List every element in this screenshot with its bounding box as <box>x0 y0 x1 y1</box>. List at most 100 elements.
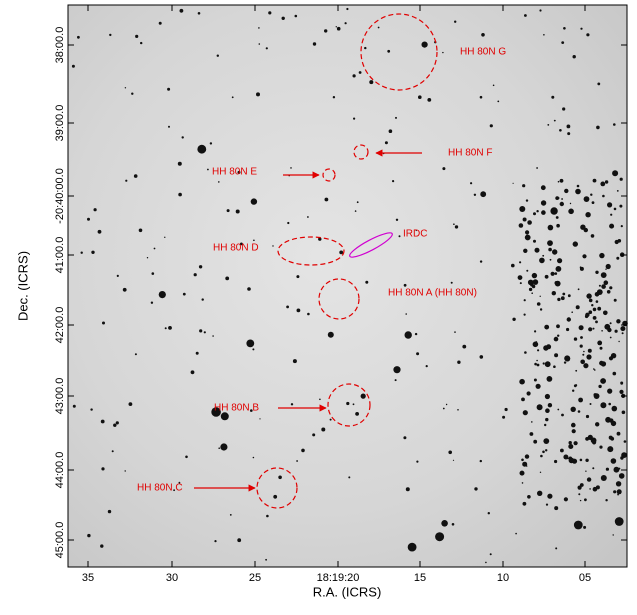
star <box>569 202 572 205</box>
star <box>545 449 548 452</box>
region-label: HH 80N F <box>448 148 492 159</box>
star <box>90 408 93 411</box>
star <box>547 224 554 231</box>
star <box>346 401 350 406</box>
star <box>502 415 506 419</box>
y-tick-label: -20:40:00.0 <box>54 168 66 224</box>
star <box>522 410 528 416</box>
star <box>158 21 162 25</box>
star <box>589 403 592 405</box>
star <box>599 308 601 310</box>
star <box>523 299 526 302</box>
region-outline <box>318 278 360 320</box>
star <box>567 132 571 136</box>
star <box>252 348 255 351</box>
star <box>327 331 334 338</box>
x-tick-label: 15 <box>414 572 426 584</box>
star <box>124 470 126 472</box>
star <box>620 225 623 228</box>
star <box>613 123 616 126</box>
star <box>618 340 620 343</box>
star <box>592 316 597 320</box>
star <box>605 263 611 270</box>
star <box>418 95 422 99</box>
star <box>550 271 555 276</box>
star <box>579 266 584 271</box>
x-tick-label: 18:19:20 <box>317 572 360 584</box>
star <box>138 228 143 233</box>
star <box>522 184 526 188</box>
star <box>607 388 613 394</box>
star <box>229 514 232 516</box>
star <box>531 284 536 289</box>
star <box>572 389 575 392</box>
star <box>292 359 297 364</box>
ticks: 35 30 25 18:19:20 15 10 05 38:00.0 39:00.0 -20:40… <box>54 5 627 584</box>
star <box>256 92 260 97</box>
region-label: IRDC <box>403 229 427 240</box>
x-tick-label: 35 <box>82 572 94 584</box>
star <box>190 370 195 375</box>
star <box>599 252 605 259</box>
star <box>563 361 567 364</box>
star <box>563 27 566 30</box>
star <box>281 16 285 20</box>
star <box>87 533 91 538</box>
star <box>296 308 301 313</box>
star <box>131 92 134 95</box>
star <box>525 234 528 237</box>
star <box>211 407 221 417</box>
star <box>178 192 182 197</box>
star <box>479 355 484 359</box>
star <box>296 275 300 279</box>
star <box>557 297 561 302</box>
star <box>594 369 596 371</box>
star <box>226 209 230 213</box>
star <box>199 329 203 333</box>
star <box>312 42 317 46</box>
star <box>177 161 182 166</box>
star <box>557 334 560 337</box>
star <box>600 181 606 187</box>
star <box>540 454 543 458</box>
star <box>572 55 576 59</box>
region-outline <box>256 467 298 509</box>
star <box>599 346 603 350</box>
star <box>536 363 540 367</box>
star <box>532 341 539 348</box>
star <box>353 117 356 120</box>
star <box>427 98 432 102</box>
star <box>407 542 417 552</box>
star <box>146 257 149 259</box>
star <box>454 225 459 229</box>
star <box>613 207 617 211</box>
star <box>568 441 572 445</box>
star <box>575 188 581 195</box>
star <box>603 310 608 316</box>
star <box>553 207 557 212</box>
star <box>531 272 538 279</box>
star <box>593 368 595 370</box>
star <box>113 423 117 427</box>
region-label: HH 80N C <box>137 483 183 494</box>
star <box>416 352 420 356</box>
region-label: HH 80N D <box>213 243 259 254</box>
star <box>616 319 621 324</box>
star <box>579 344 583 348</box>
star <box>522 461 528 467</box>
star <box>360 393 366 399</box>
star <box>575 305 580 310</box>
star <box>544 324 550 330</box>
star <box>561 413 564 417</box>
star <box>592 467 595 470</box>
star <box>356 201 359 204</box>
star <box>541 210 546 215</box>
star <box>122 287 127 292</box>
star <box>620 456 624 460</box>
star <box>452 459 455 461</box>
star <box>602 194 605 198</box>
star <box>524 351 527 354</box>
star <box>441 520 448 527</box>
star <box>522 501 527 506</box>
y-tick-label: 42:00.0 <box>54 307 66 344</box>
